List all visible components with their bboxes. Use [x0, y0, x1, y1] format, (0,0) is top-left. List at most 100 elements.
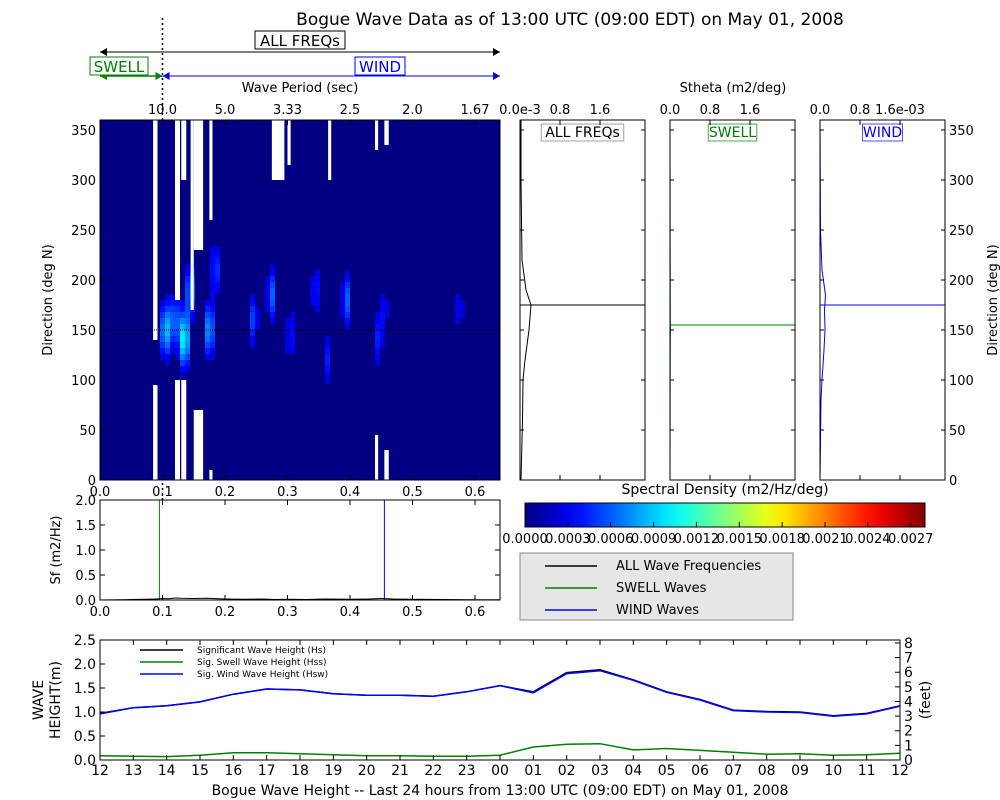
heatmap-cell [210, 276, 215, 282]
heatmap-cell [315, 282, 320, 288]
history-background [100, 640, 900, 760]
distribution-all-frame [519, 119, 646, 481]
heatmap-cell [185, 294, 190, 300]
history-x-tick-label: 18 [291, 763, 309, 779]
history-x-tick-label: 19 [324, 763, 342, 779]
heatmap-cell [455, 318, 460, 324]
heatmap-cell [160, 318, 165, 324]
heatmap-cell [345, 300, 350, 306]
heatmap-x-tick-label: 0.6 [465, 485, 486, 500]
heatmap-cell [315, 270, 320, 276]
heatmap-cell [175, 300, 180, 306]
distribution-x-tick-label: 0.8 [850, 103, 871, 118]
heatmap-cell [210, 312, 215, 318]
colorbar-tick-label: 0.0021 [802, 532, 848, 547]
colorbar-tick-label: 0.0006 [588, 532, 634, 547]
heatmap-y-tick-label: 100 [71, 374, 96, 389]
distribution-x-axis-label: Stheta (m2/deg) [680, 81, 787, 96]
directional-distribution-panels: ALL FREQs 0.0e-3 0.8 1.6 SWELL 0.0 0.8 1.6 WIND 0… [499, 81, 1000, 489]
sf-x-tick-label: 0.0 [90, 605, 111, 620]
period-axis-label: Wave Period (sec) [242, 81, 359, 96]
distribution-wind-background [820, 120, 945, 480]
sf-y-tick-label: 0.0 [75, 594, 96, 609]
heatmap-x-tick-label: 0.2 [215, 485, 236, 500]
heatmap-cell [180, 300, 185, 306]
heatmap-cell [460, 300, 465, 306]
heatmap-cell [375, 354, 380, 360]
legend-box-frame [519, 552, 794, 621]
distribution-wind-curve [819, 119, 827, 481]
heatmap-cell [165, 360, 170, 366]
heatmap-cell [210, 336, 215, 342]
heatmap-cell [315, 276, 320, 282]
heatmap-cell [205, 354, 210, 360]
heatmap-cell [250, 336, 255, 342]
history-x-tick-label: 05 [658, 763, 676, 779]
heatmap-cell [380, 336, 385, 342]
sf-x-tick-label: 0.2 [215, 605, 236, 620]
distribution-x-tick-label: 0.0e-3 [499, 103, 541, 118]
heatmap-cell [205, 348, 210, 354]
heatmap-cell [160, 354, 165, 360]
heatmap-cell [380, 330, 385, 336]
colorbar-bar [524, 502, 926, 528]
period-tick-label: 10.0 [148, 103, 177, 118]
heatmap-cell [160, 300, 165, 306]
heatmap-y-tick-label: 0 [88, 474, 96, 489]
history-y-tick-label: 2.5 [74, 633, 96, 649]
heatmap-cell [185, 348, 190, 354]
history-x-tick-label: 09 [791, 763, 809, 779]
heatmap-cell [165, 354, 170, 360]
heatmap-cell [180, 360, 185, 366]
heatmap-cell [250, 300, 255, 306]
heatmap-cell [375, 330, 380, 336]
sf-y-tick-label: 0.5 [75, 569, 96, 584]
heatmap-cell [340, 306, 345, 312]
heatmap-cell [345, 318, 350, 324]
heatmap-y-tick-label: 300 [71, 174, 96, 189]
distribution-y-tick-label: 0 [949, 474, 957, 489]
history-x-tick-label: 16 [224, 763, 242, 779]
heatmap-cell [170, 324, 175, 330]
heatmap-cell [180, 354, 185, 360]
heatmap-x-tick-label: 0.4 [340, 485, 361, 500]
history-y-right-tick-label: 8 [904, 636, 913, 652]
heatmap-x-tick-label: 0.0 [90, 485, 111, 500]
heatmap-cell [310, 282, 315, 288]
heatmap-cell [290, 330, 295, 336]
history-y-right-axis-label: (feet) [918, 681, 934, 720]
distribution-swell-label: SWELL [709, 125, 756, 141]
history-x-tick-label: 10 [824, 763, 842, 779]
heatmap-cell [270, 270, 275, 276]
heatmap-cell [285, 342, 290, 348]
history-x-tick-label: 15 [191, 763, 209, 779]
heatmap-cell [215, 252, 220, 258]
distribution-x-tick-label: 0.8 [700, 103, 721, 118]
heatmap-cell [345, 288, 350, 294]
directional-spectrum-panel: 0.0 0.1 0.2 0.3 0.4 0.5 0.6 0 50 100 150 200 250 300 3… [41, 81, 501, 520]
heatmap-cell [285, 330, 290, 336]
wind-arrow-left-head [162, 72, 170, 80]
heatmap-cell [265, 282, 270, 288]
sf-y-tick-label: 1.5 [75, 519, 96, 534]
heatmap-cell [175, 306, 180, 312]
history-legend-swell-label: Sig. Swell Wave Height (Hss) [197, 658, 326, 668]
period-tick-label: 5.0 [215, 103, 236, 118]
all-freqs-label: ALL FREQs [260, 32, 340, 50]
heatmap-cell [345, 276, 350, 282]
heatmap-cell [345, 312, 350, 318]
heatmap-cell [185, 366, 190, 372]
wind-arrow-right-head [493, 72, 500, 80]
heatmap-cell [205, 312, 210, 318]
sf-x-tick-label: 0.4 [340, 605, 361, 620]
heatmap-cell [185, 300, 190, 306]
sf-all-curve [99, 597, 500, 601]
history-wind-series [99, 669, 901, 718]
history-x-tick-label: 00 [491, 763, 509, 779]
heatmap-cell [385, 312, 390, 318]
heatmap-cell [185, 324, 190, 330]
heatmap-cell [210, 264, 215, 270]
heatmap-cell [170, 330, 175, 336]
distribution-y-tick-label: 150 [949, 324, 974, 339]
heatmap-missing-data [153, 385, 158, 480]
